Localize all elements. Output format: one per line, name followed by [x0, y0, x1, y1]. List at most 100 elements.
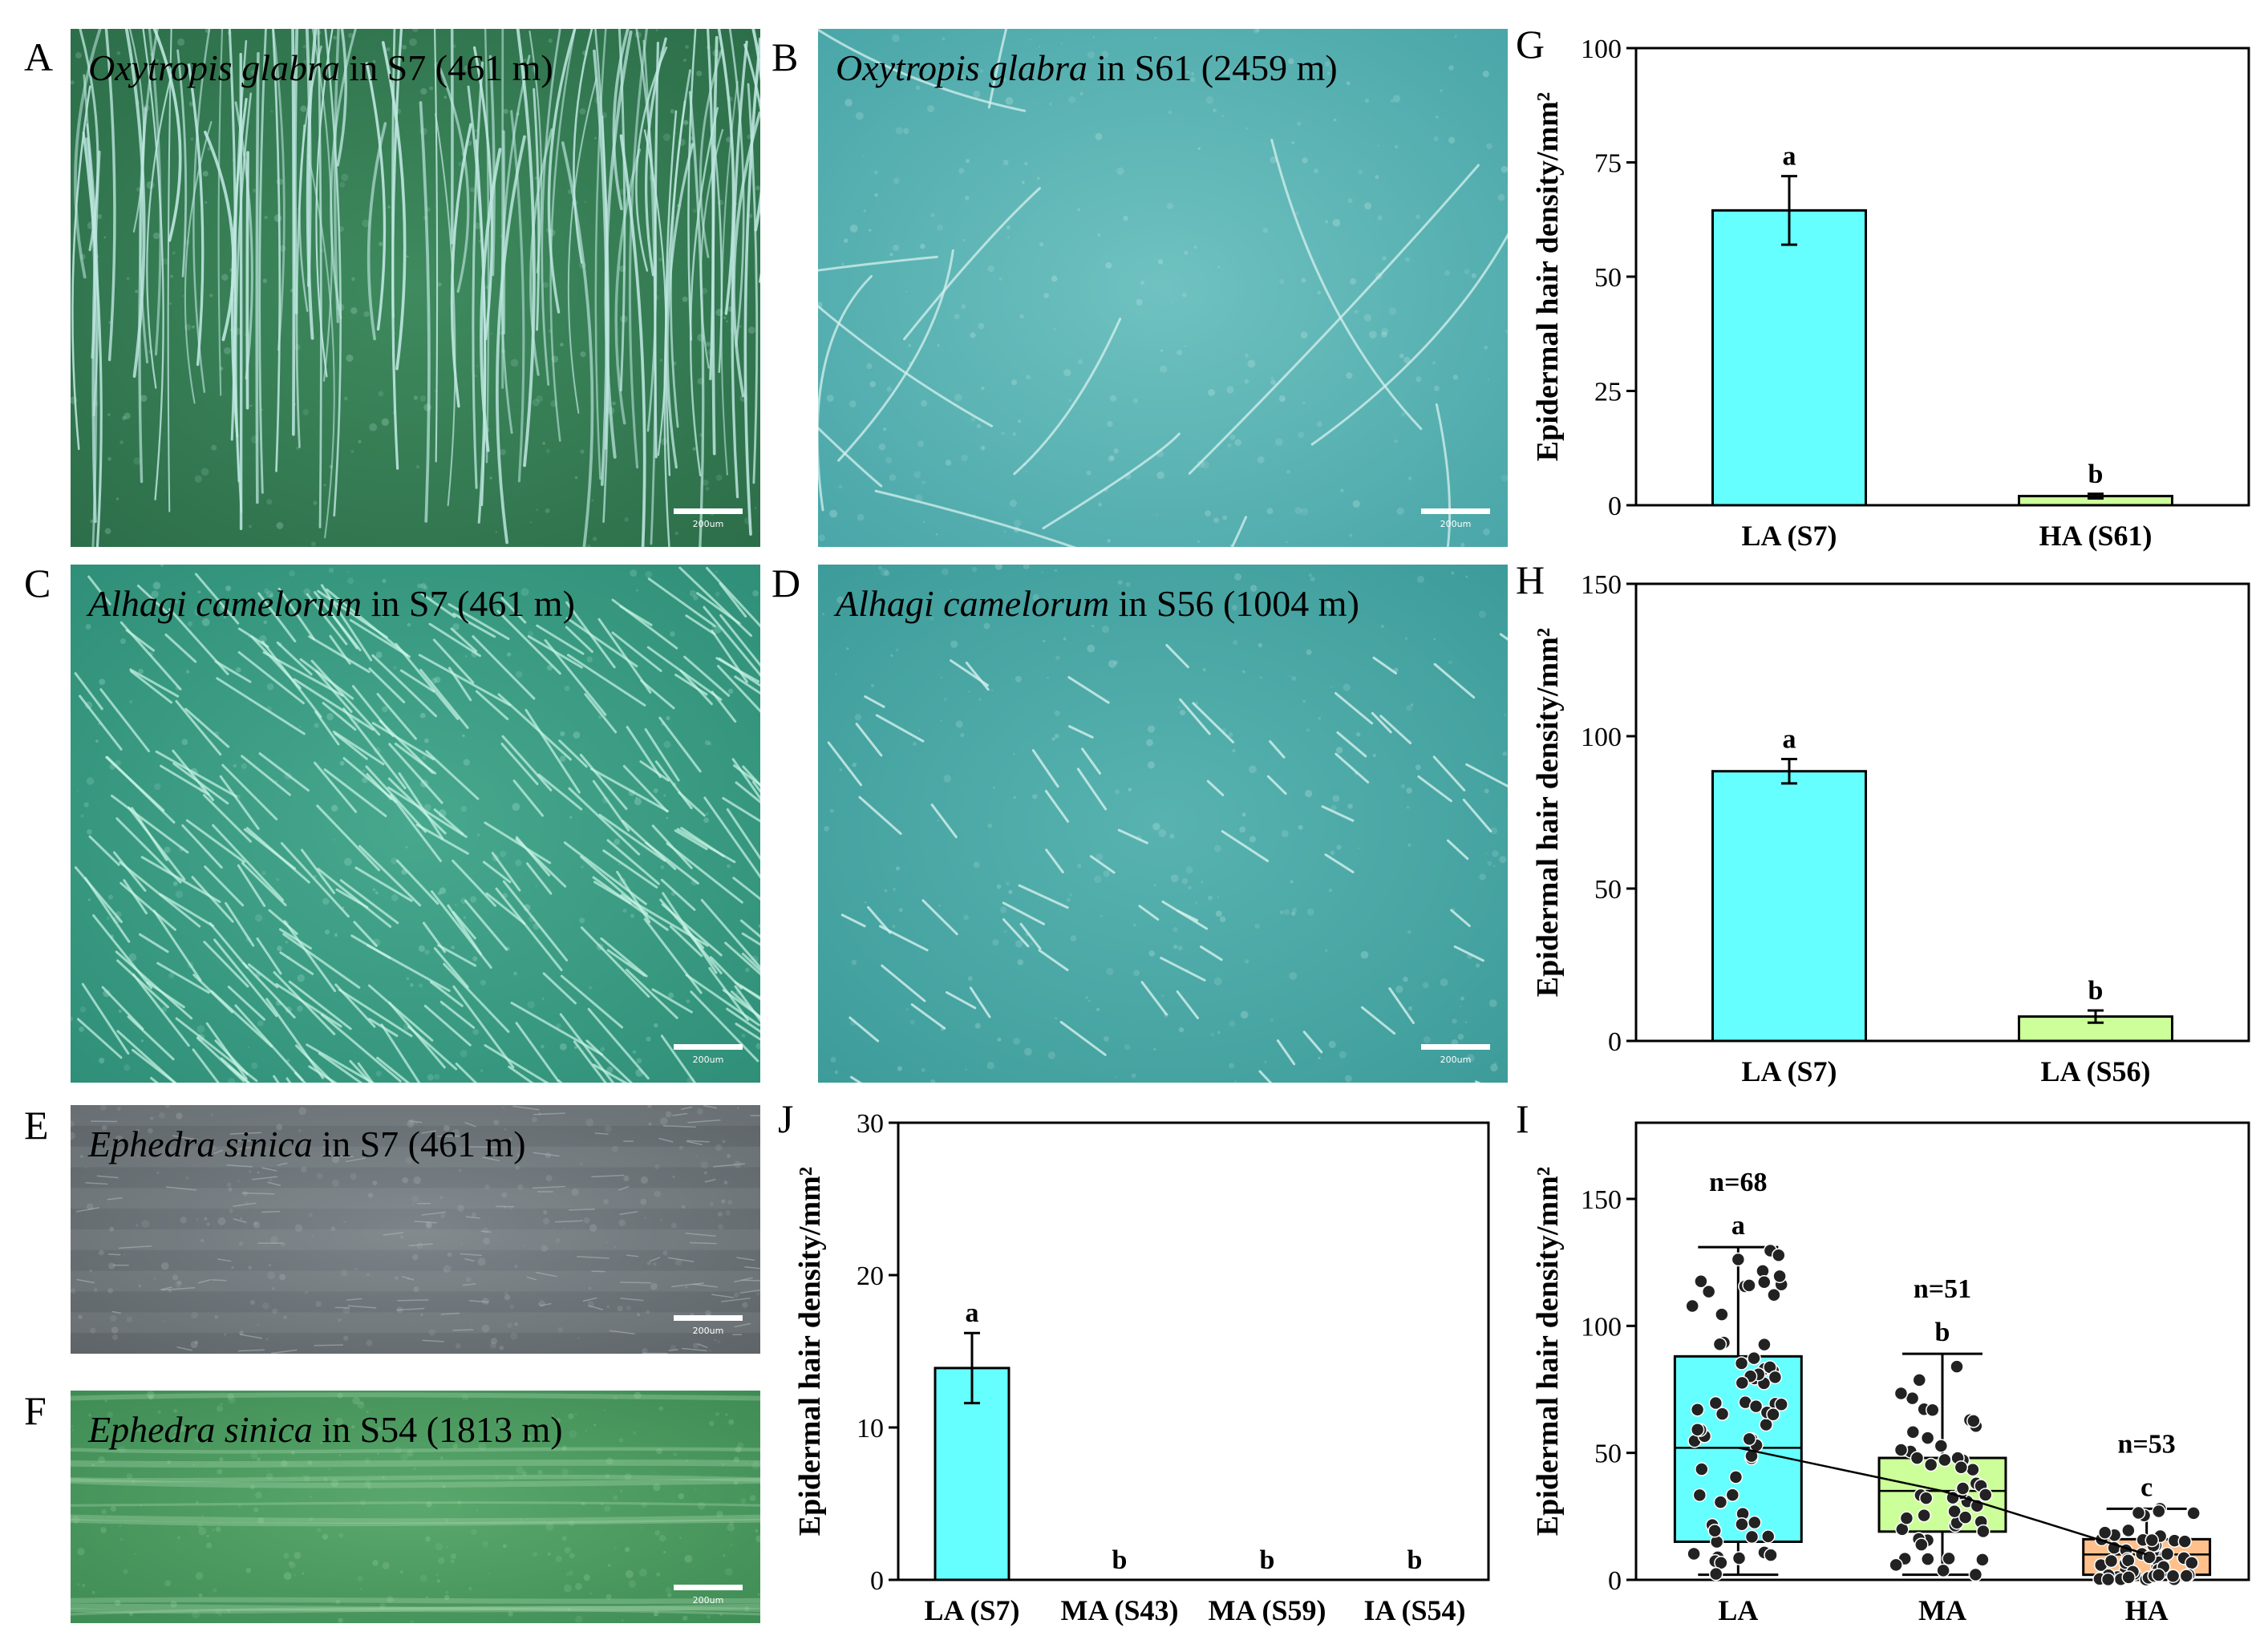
y-tick-label: 100 [1581, 1312, 1622, 1342]
micrograph-image [71, 29, 760, 547]
data-point [2131, 1505, 2146, 1520]
y-tick-label: 0 [1608, 492, 1622, 521]
data-points [1685, 1243, 1788, 1581]
species-name: Alhagi camelorum [88, 583, 362, 624]
data-point [1687, 1546, 1701, 1561]
data-point [2097, 1525, 2112, 1540]
data-point [2121, 1523, 2136, 1538]
data-point [1934, 1439, 1949, 1453]
micrograph-panel-f: Ephedra sinica in S54 (1813 m) 200um [71, 1391, 760, 1623]
micrograph-panel-d: Alhagi camelorum in S56 (1004 m) 200um [818, 565, 1508, 1083]
data-point [1975, 1553, 1990, 1567]
bar [1711, 209, 1867, 507]
data-point [1942, 1551, 1956, 1566]
significance-label: b [2088, 976, 2104, 1006]
y-tick-label: 25 [1594, 378, 1622, 407]
y-axis-label: Epidermal hair density/mm² [1531, 1167, 1565, 1536]
data-point [2100, 1572, 2116, 1587]
bar-chart-j: J Epidermal hair density/mm² 0 10 20 30 a LA (S… [770, 1091, 1508, 1644]
significance-label: a [1731, 1211, 1745, 1241]
data-point [1893, 1386, 1909, 1401]
scale-bar: 200um [1421, 508, 1490, 529]
data-point [1774, 1397, 1788, 1412]
data-point [1936, 1563, 1950, 1578]
significance-label: b [1112, 1545, 1128, 1575]
data-point [1772, 1269, 1787, 1284]
plot-frame [1634, 1121, 2250, 1581]
panel-label-h: H [1516, 557, 1545, 602]
significance-label: b [2088, 460, 2104, 489]
data-point [2152, 1504, 2166, 1519]
y-tick-label: 100 [1581, 34, 1622, 64]
x-tick-label: LA [1718, 1594, 1758, 1626]
epidermal-hairs [71, 1392, 760, 1616]
data-point [1938, 1452, 1952, 1468]
y-tick-label: 30 [857, 1109, 884, 1139]
data-point [1735, 1516, 1749, 1532]
scale-bar-label: 200um [692, 519, 724, 529]
y-axis-label: Epidermal hair density/mm² [1531, 92, 1565, 461]
data-points [1889, 1359, 1993, 1582]
data-point [1757, 1337, 1772, 1352]
data-point [1715, 1307, 1729, 1322]
data-point [1966, 1414, 1981, 1428]
data-point [1715, 1407, 1730, 1421]
data-point [1921, 1552, 1935, 1566]
data-point [1731, 1551, 1747, 1565]
epidermal-hairs [818, 29, 1508, 547]
box-chart-i: I Epidermal hair density/mm² 0 50 100 150 n=68… [1508, 1091, 2268, 1644]
data-point [1768, 1370, 1783, 1385]
scale-bar-label: 200um [692, 1595, 724, 1606]
y-tick-label: 0 [870, 1566, 884, 1596]
significance-label: b [1407, 1545, 1423, 1575]
x-tick-label: MA (S43) [1061, 1594, 1179, 1626]
significance-label: a [966, 1298, 979, 1328]
micrograph-image [71, 1391, 760, 1623]
data-point [1708, 1566, 1723, 1581]
x-tick-label: LA (S7) [1741, 1055, 1837, 1087]
scale-bar: 200um [674, 1315, 743, 1336]
micrograph-image [818, 565, 1508, 1083]
data-point [1690, 1403, 1705, 1417]
micrograph-caption: Ephedra sinica in S7 (461 m) [88, 1123, 526, 1165]
data-point [1748, 1515, 1762, 1530]
data-point [1889, 1557, 1903, 1573]
data-point [1760, 1529, 1776, 1544]
data-point [1914, 1537, 1929, 1552]
micrograph-panel-e: Ephedra sinica in S7 (461 m) 200um [71, 1105, 760, 1354]
micrograph-caption: Oxytropis glabra in S61 (2459 m) [836, 47, 1338, 89]
scale-bar-line [1421, 508, 1490, 514]
data-point [2185, 1556, 2199, 1570]
data-point [1912, 1373, 1927, 1387]
micrograph-panel-c: Alhagi camelorum in S7 (461 m) 200um [71, 565, 760, 1083]
epidermal-hairs [74, 566, 760, 1083]
data-point [1725, 1488, 1740, 1502]
data-point [1954, 1460, 1969, 1475]
scale-bar: 200um [674, 1044, 743, 1065]
species-name: Oxytropis glabra [88, 47, 340, 88]
data-point [1926, 1403, 1940, 1417]
data-point [1695, 1462, 1709, 1476]
significance-label: c [2140, 1472, 2153, 1502]
y-tick-label: 100 [1581, 723, 1622, 752]
data-point [1742, 1278, 1756, 1293]
panel-label-g: G [1516, 22, 1545, 67]
bar-chart-h: H Epidermal hair density/mm² 0 50 100 150 a LA … [1508, 552, 2268, 1105]
data-point [2121, 1570, 2136, 1585]
scale-bar-label: 200um [1440, 1055, 1472, 1065]
panel-label-a: A [24, 34, 54, 79]
sample-size-label: n=53 [2118, 1429, 2176, 1459]
data-point [2144, 1533, 2160, 1548]
panel-label-e: E [24, 1103, 49, 1148]
scale-bar-label: 200um [1440, 519, 1472, 529]
data-point [1766, 1407, 1780, 1422]
y-tick-label: 75 [1594, 149, 1622, 179]
scale-bar-line [674, 508, 743, 514]
species-name: Ephedra sinica [88, 1409, 313, 1450]
y-tick-label: 0 [1608, 1027, 1622, 1057]
scale-bar-line [674, 1315, 743, 1321]
species-name: Alhagi camelorum [836, 583, 1110, 624]
sample-size-label: n=68 [1709, 1168, 1767, 1197]
y-tick-label: 50 [1594, 1440, 1622, 1469]
species-name: Oxytropis glabra [836, 47, 1087, 88]
